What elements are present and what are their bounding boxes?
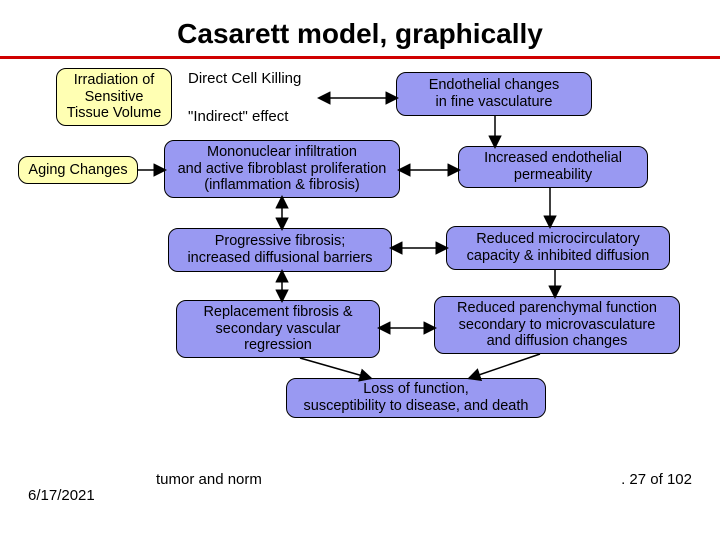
node-direct: Direct Cell Killing [188, 70, 301, 88]
footer-right: . 27 of 102 [621, 471, 692, 488]
footer-center: tumor and norm [156, 471, 262, 488]
node-endo: Endothelial changesin fine vasculature [396, 72, 592, 116]
node-indirect: "Indirect" effect [188, 108, 288, 126]
arrow-10 [300, 358, 370, 378]
arrow-11 [470, 354, 540, 378]
node-replacement: Replacement fibrosis &secondary vascular… [176, 300, 380, 358]
node-loss: Loss of function,susceptibility to disea… [286, 378, 546, 418]
title-rule [0, 56, 720, 59]
node-irradiation: Irradiation ofSensitiveTissue Volume [56, 68, 172, 126]
footer-date: 6/17/2021 [28, 487, 95, 504]
node-reduced_micro: Reduced microcirculatorycapacity & inhib… [446, 226, 670, 270]
node-reduced_paren: Reduced parenchymal functionsecondary to… [434, 296, 680, 354]
node-mono: Mononuclear infiltrationand active fibro… [164, 140, 400, 198]
node-increased_perm: Increased endothelialpermeability [458, 146, 648, 188]
node-progressive: Progressive fibrosis;increased diffusion… [168, 228, 392, 272]
node-aging: Aging Changes [18, 156, 138, 184]
page-title: Casarett model, graphically [0, 0, 720, 56]
